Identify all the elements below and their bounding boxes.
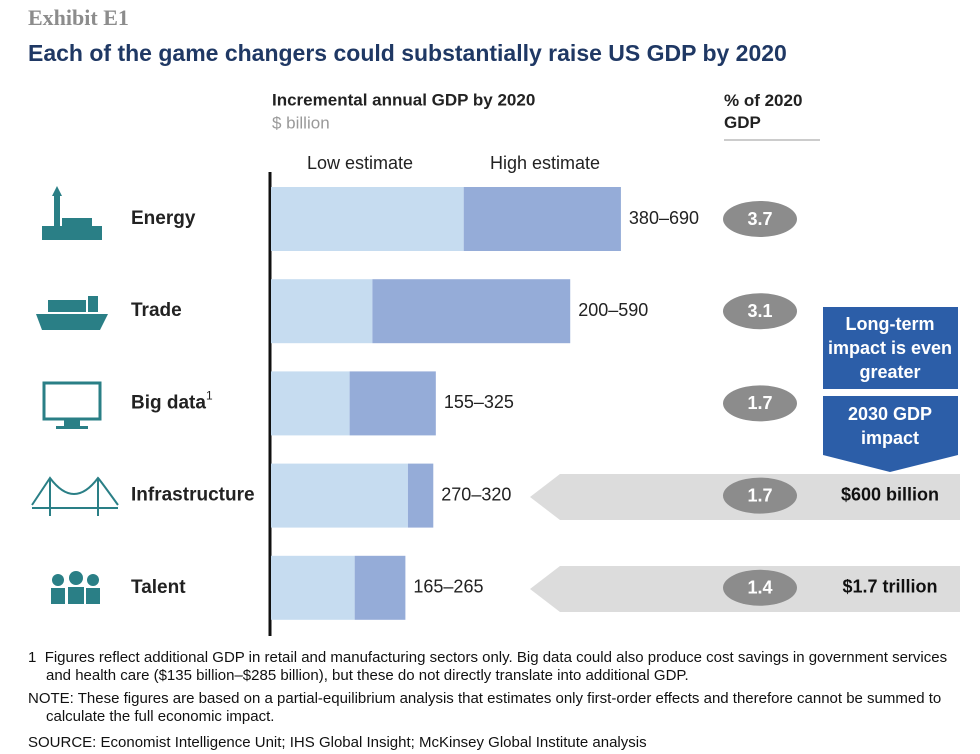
- icon-energy: [42, 186, 102, 240]
- legend-label: High estimate: [490, 153, 600, 173]
- value-label: 155–325: [444, 392, 514, 412]
- icon-big-data: [42, 381, 102, 429]
- category-name: Infrastructure: [131, 485, 255, 506]
- category-label: Energy: [131, 208, 196, 229]
- bar-low: [271, 187, 464, 251]
- bar-low: [271, 555, 355, 620]
- category-name: Big data: [131, 392, 206, 413]
- share-value: 1.7: [747, 393, 772, 413]
- category-name: Talent: [131, 577, 186, 598]
- bar-high: [463, 187, 621, 251]
- chart-title: Each of the game changers could substant…: [28, 40, 787, 66]
- share-header: % of 2020 GDP: [724, 91, 803, 132]
- unit: $ billion: [272, 113, 330, 132]
- bar-high: [354, 555, 406, 620]
- long-term-value: $1.7 trillion: [842, 577, 937, 597]
- share-pill: [723, 477, 797, 514]
- value-label: 270–320: [441, 484, 511, 504]
- share-pill: [723, 385, 797, 422]
- bar-high: [372, 279, 571, 344]
- share-pill: [723, 293, 797, 330]
- footnote-text: Figures reflect additional GDP in retail…: [44, 649, 948, 684]
- share-value: 3.1: [747, 301, 772, 321]
- callout-arrow: [823, 396, 958, 472]
- share-pill: [723, 201, 797, 237]
- footnote-marker: 1: [28, 649, 37, 666]
- bar-low: [271, 463, 408, 528]
- category-name: Trade: [131, 300, 182, 321]
- icon-infrastructure: [31, 476, 119, 516]
- bar-high: [407, 463, 434, 528]
- note: NOTE: These figures are based on a parti…: [28, 690, 976, 726]
- value-label: 380–690: [629, 208, 699, 228]
- bar-low: [271, 279, 373, 344]
- legend-label: Low estimate: [307, 153, 413, 173]
- share-pill: [723, 569, 797, 606]
- callout-box: [823, 307, 958, 389]
- category-label: Infrastructure: [131, 485, 255, 506]
- share-value: 3.7: [747, 209, 772, 229]
- icon-talent: [51, 571, 100, 604]
- callout-title: Long-term impact is even greater: [827, 314, 953, 382]
- footnote: 1 Figures reflect additional GDP in reta…: [28, 649, 976, 685]
- value-label: 200–590: [578, 300, 648, 320]
- category-label: Talent: [131, 577, 186, 598]
- category-label: Big data1: [131, 389, 213, 414]
- bar-low: [271, 371, 350, 436]
- long-term-value: $600 billion: [841, 484, 939, 504]
- subtitle: Incremental annual GDP by 2020: [272, 90, 535, 109]
- source: SOURCE: Economist Intelligence Unit; IHS…: [28, 734, 647, 751]
- note-marker: NOTE:: [28, 690, 74, 707]
- icon-trade: [36, 296, 108, 330]
- note-text: These figures are based on a partial-equ…: [46, 690, 942, 725]
- exhibit-label: Exhibit E1: [28, 5, 129, 30]
- value-label: 165–265: [413, 577, 483, 597]
- bar-high: [349, 371, 436, 436]
- category-name: Energy: [131, 208, 196, 229]
- category-label: Trade: [131, 300, 182, 321]
- share-value: 1.7: [747, 485, 772, 505]
- footnote-marker: 1: [206, 389, 213, 403]
- callout-subtitle: 2030 GDP impact: [847, 404, 933, 448]
- share-value: 1.4: [747, 578, 772, 598]
